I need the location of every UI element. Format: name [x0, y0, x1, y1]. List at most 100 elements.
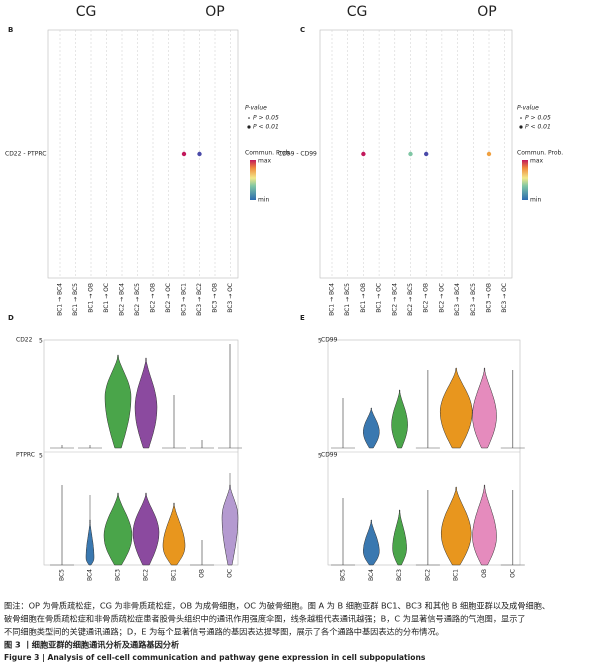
- x-tick-label: BC2 → OB: [150, 283, 157, 313]
- legend-title: P-value: [517, 105, 539, 112]
- x-tick-label: BC1 → BC5: [344, 283, 351, 316]
- x-tick-label: BC3: [115, 569, 122, 581]
- x-tick-label: BC1: [171, 569, 178, 581]
- legend-item: P < 0.01: [525, 124, 551, 131]
- x-tick-label: OB: [481, 569, 488, 578]
- caption-line: 破骨细胞在骨质疏松症和非骨质疏松症患者股骨头组织中的通讯作用强度伞图，线条越粗代…: [4, 614, 526, 624]
- panel-letter: C: [300, 26, 305, 34]
- legend-dot: [519, 125, 523, 129]
- x-tick-label: BC3 → OB: [486, 283, 493, 313]
- bubble: [197, 151, 202, 157]
- legend-item: P > 0.05: [525, 115, 551, 122]
- x-tick-label: BC2 → BC4: [119, 283, 126, 316]
- violin: [363, 407, 380, 449]
- colorbar: [250, 160, 256, 200]
- x-tick-label: BC3 → BC5: [470, 283, 477, 316]
- violin: [391, 389, 408, 449]
- x-tick-label: OB: [199, 569, 206, 578]
- group-label: OP: [205, 4, 224, 20]
- bubble: [486, 151, 492, 157]
- y-label: CD99 - CD99: [278, 151, 317, 158]
- x-tick-label: BC4: [87, 569, 94, 581]
- violin: [134, 357, 158, 449]
- x-tick-label: BC1 → OC: [103, 283, 110, 313]
- x-tick-label: BC1 → BC5: [72, 283, 79, 316]
- y-label: CD22 - PTPRC: [5, 151, 46, 158]
- colorbar-label: max: [530, 158, 544, 165]
- legend-title: Commun. Prob.: [245, 150, 291, 157]
- colorbar-label: min: [530, 197, 542, 204]
- caption-line: 图注：OP 为骨质疏松症，CG 为非骨质疏松症，OB 为成骨细胞，OC 为破骨细…: [4, 601, 550, 611]
- bubble: [181, 151, 187, 157]
- x-tick-label: BC3 → OC: [501, 283, 508, 313]
- x-tick-label: BC2 → OC: [165, 283, 172, 313]
- violin: [472, 484, 497, 566]
- panel-letter: D: [8, 314, 14, 322]
- bubble: [408, 151, 413, 157]
- x-tick-label: BC1 → OC: [376, 283, 383, 313]
- legend-item: P > 0.05: [253, 115, 279, 122]
- caption-title: 图 3 丨细胞亚群的细胞通讯分析及通路基因分析: [4, 640, 179, 650]
- gene-label: PTPRC: [16, 452, 35, 459]
- plot-frame: [319, 29, 513, 279]
- x-tick-label: BC5: [59, 569, 66, 581]
- x-tick-label: BC1 → BC4: [57, 283, 64, 316]
- violin: [104, 354, 132, 449]
- colorbar-label: max: [258, 158, 272, 165]
- x-tick-label: BC3 → BC1: [181, 283, 188, 316]
- x-tick-label: BC1: [453, 569, 460, 581]
- colorbar: [522, 160, 528, 200]
- x-tick-label: BC1 → OB: [360, 283, 367, 313]
- group-label: OP: [477, 4, 496, 20]
- x-tick-label: BC2: [143, 569, 150, 581]
- legend-title: P-value: [245, 105, 267, 112]
- violin: [440, 486, 472, 566]
- colorbar-label: min: [258, 197, 270, 204]
- x-tick-label: BC3 → OC: [227, 283, 234, 313]
- x-tick-label: BC3 → BC2: [196, 283, 203, 316]
- x-tick-label: BC1 → BC4: [329, 283, 336, 316]
- bubble: [424, 151, 429, 157]
- x-tick-label: BC2 → BC5: [134, 283, 141, 316]
- x-tick-label: OC: [227, 569, 234, 578]
- violin: [132, 492, 160, 566]
- x-tick-label: BC4: [368, 569, 375, 581]
- y-tick-label: 5: [39, 453, 43, 460]
- x-tick-label: BC5: [340, 569, 347, 581]
- caption-line: 不同细胞类型间的关键通讯通路；D，E 为每个显著信号通路的基因表达提琴图，展示了…: [4, 627, 444, 637]
- x-tick-label: BC3: [396, 569, 403, 581]
- panel-letter: B: [8, 26, 13, 34]
- x-tick-label: BC3 → BC4: [454, 283, 461, 316]
- violin: [363, 519, 380, 566]
- plot-frame: [47, 29, 239, 279]
- violin: [472, 367, 497, 449]
- panel-letter: E: [300, 314, 305, 322]
- x-tick-label: BC2 → BC5: [407, 283, 414, 316]
- x-tick-label: BC2 → OC: [438, 283, 445, 313]
- bubble: [361, 151, 366, 157]
- x-tick-label: BC3 → OB: [212, 283, 219, 313]
- violin: [103, 492, 133, 566]
- legend-title: Commun. Prob.: [517, 150, 563, 157]
- y-tick-label: 5: [318, 338, 322, 345]
- group-label: CG: [347, 4, 368, 20]
- violin: [392, 509, 407, 566]
- plot-frame: [43, 339, 239, 566]
- group-label: CG: [76, 4, 97, 20]
- x-tick-label: BC1 → OB: [88, 283, 95, 313]
- gene-label: CD99: [321, 337, 338, 344]
- y-tick-label: 5: [39, 338, 43, 345]
- legend-dot: [520, 117, 522, 119]
- legend-dot: [247, 125, 251, 129]
- gene-label: CD99: [321, 452, 338, 459]
- y-tick-label: 5: [318, 453, 322, 460]
- violin: [162, 502, 186, 566]
- legend-dot: [248, 117, 250, 119]
- legend-item: P < 0.01: [253, 124, 279, 131]
- violin: [221, 473, 239, 566]
- x-tick-label: BC2: [424, 569, 431, 581]
- x-tick-label: BC2 → OB: [423, 283, 430, 313]
- x-tick-label: BC2 → BC4: [391, 283, 398, 316]
